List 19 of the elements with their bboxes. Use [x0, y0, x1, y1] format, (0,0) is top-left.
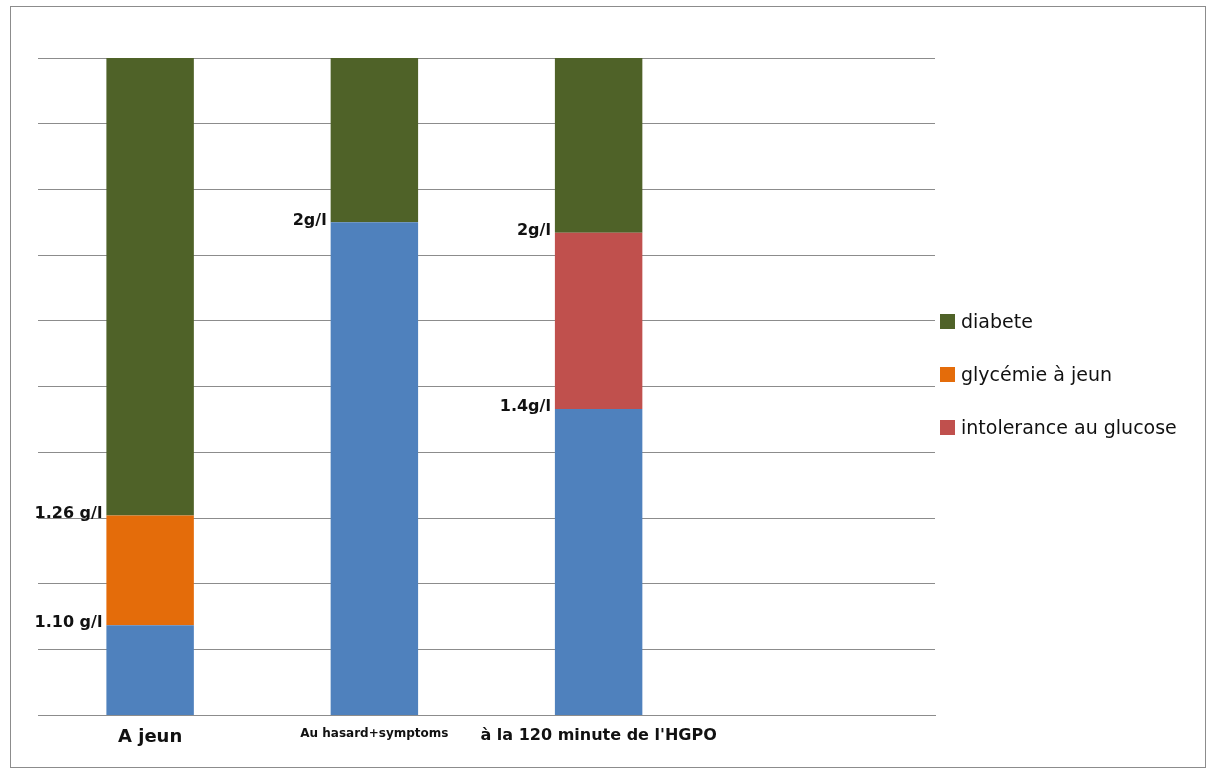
x-tick-label: à la 120 minute de l'HGPO — [480, 725, 717, 745]
annotation: 1.26 g/l — [34, 502, 103, 522]
annotation: 1.10 g/l — [34, 612, 103, 632]
bar — [330, 222, 419, 715]
legend-label: intolerance au glucose — [961, 416, 1177, 438]
annotation: 2g/l — [516, 220, 551, 240]
bar — [554, 232, 643, 410]
legend-label: diabete — [961, 310, 1033, 332]
bar — [554, 58, 643, 233]
bar — [554, 409, 643, 715]
legend-label: glycémie à jeun — [961, 363, 1112, 385]
annotation: 2g/l — [292, 209, 327, 229]
annotation: 1.4g/l — [499, 396, 551, 416]
bar — [106, 58, 194, 516]
bar — [106, 515, 194, 626]
bar — [106, 625, 194, 715]
x-tick-label: A jeun — [118, 724, 183, 746]
bar — [330, 58, 419, 223]
x-tick-label: Au hasard+symptoms — [300, 725, 449, 740]
